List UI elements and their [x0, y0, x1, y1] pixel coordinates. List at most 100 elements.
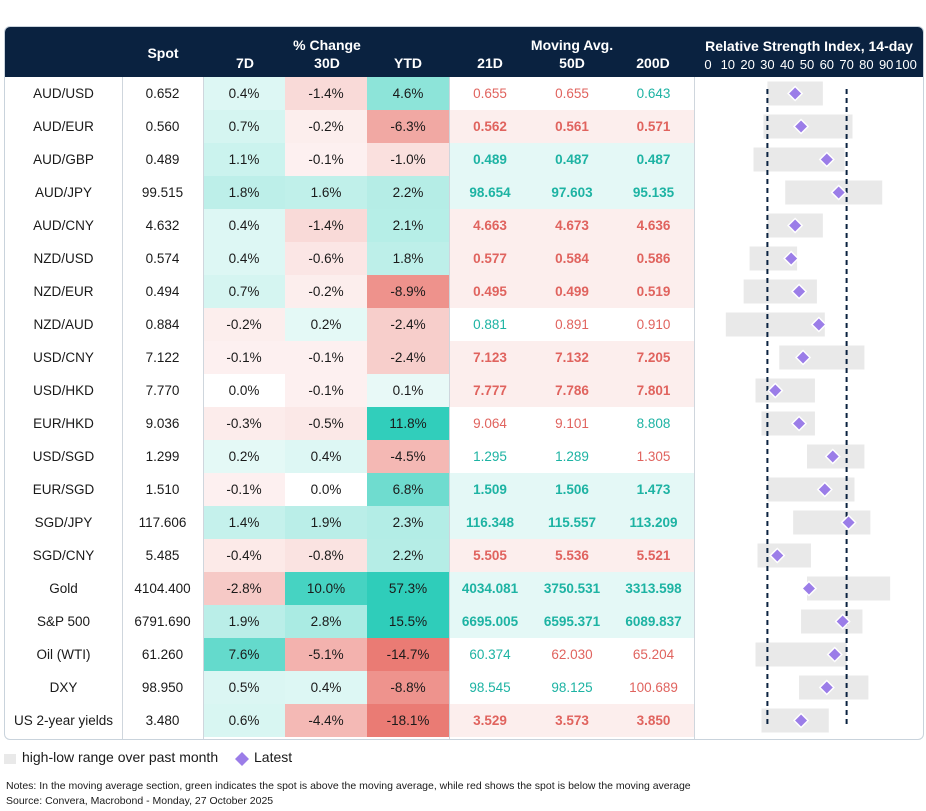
cell-spot: 1.510	[145, 482, 180, 497]
cell-d7: -0.3%	[203, 407, 285, 440]
cell-d30: -0.1%	[285, 374, 367, 407]
rsi-latest-marker	[794, 349, 812, 366]
cell-ma21: 3.529	[449, 704, 531, 737]
cell-d30: -1.4%	[285, 77, 367, 110]
rsi-tick-label: 60	[819, 57, 835, 72]
notes-text: Notes: In the moving average section, gr…	[6, 780, 691, 792]
cell-ytd: -8.9%	[367, 275, 449, 308]
cell-ma200: 6089.837	[613, 605, 694, 638]
cell-ma200: 0.519	[613, 275, 694, 308]
cell-d7: 0.6%	[203, 704, 285, 737]
row-label: DXY	[49, 680, 78, 695]
cell-d30: 0.0%	[310, 482, 342, 497]
cell-ma21: 4034.081	[449, 572, 531, 605]
cell-ma21: 1.295	[473, 449, 507, 464]
cell-spot: 5.485	[145, 548, 180, 563]
cell-ytd: -2.4%	[367, 308, 449, 341]
cell-ma200: 0.571	[613, 110, 694, 143]
cell-ma200: 0.487	[613, 143, 694, 176]
row-label: Oil (WTI)	[36, 647, 91, 662]
cell-ma200: 100.689	[629, 680, 678, 695]
cell-d30: 0.4%	[285, 671, 367, 704]
row-label: EUR/HKD	[33, 416, 94, 431]
header-200d: 200D	[636, 55, 670, 71]
rsi-tick-label: 40	[779, 57, 795, 72]
cell-d7: -2.8%	[203, 572, 285, 605]
cell-d30: -0.8%	[285, 539, 367, 572]
cell-d30: -0.1%	[285, 143, 367, 176]
cell-ma21: 4.663	[449, 209, 531, 242]
cell-d7: 1.1%	[203, 143, 285, 176]
cell-ma21: 0.495	[449, 275, 531, 308]
cell-d30: 1.6%	[285, 176, 367, 209]
cell-ytd: 6.8%	[367, 473, 449, 506]
table-row: Gold 4104.400 -2.8% 10.0% 57.3% 4034.081 3750.…	[5, 572, 923, 605]
legend-range-swatch	[4, 754, 16, 764]
header-spot: Spot	[147, 45, 179, 61]
cell-d7: 1.9%	[203, 605, 285, 638]
table-row: NZD/USD 0.574 0.4% -0.6% 1.8% 0.577 0.584 0.586	[5, 242, 923, 275]
cell-spot: 0.489	[145, 152, 180, 167]
legend-latest-diamond-icon	[235, 752, 249, 766]
cell-ma21: 0.562	[449, 110, 531, 143]
table-row: USD/CNY 7.122 -0.1% -0.1% -2.4% 7.123 7.132 7.2…	[5, 341, 923, 374]
header-30d: 30D	[314, 55, 340, 71]
cell-ma21: 0.655	[473, 86, 507, 101]
cell-ma50: 7.786	[531, 374, 613, 407]
header-pct-change: % Change	[293, 37, 361, 53]
row-label: EUR/SGD	[32, 482, 95, 497]
cell-ma21: 98.654	[449, 176, 531, 209]
cell-ytd: 4.6%	[367, 77, 449, 110]
cell-ma50: 1.289	[555, 449, 589, 464]
rsi-latest-marker	[834, 613, 851, 630]
cell-spot: 7.122	[145, 350, 180, 365]
cell-d7: 1.8%	[203, 176, 285, 209]
rsi-latest-marker	[783, 250, 800, 267]
cell-spot: 0.574	[145, 251, 180, 266]
table-row: DXY 98.950 0.5% 0.4% -8.8% 98.545 98.125 100.68…	[5, 671, 923, 704]
cell-ytd: -8.8%	[367, 671, 449, 704]
cell-ytd: 2.1%	[367, 209, 449, 242]
rsi-latest-marker	[840, 514, 857, 531]
row-label: AUD/CNY	[33, 218, 94, 233]
table-row: S&P 500 6791.690 1.9% 2.8% 15.5% 6695.005 6595…	[5, 605, 923, 638]
cell-d30: -1.4%	[285, 209, 367, 242]
table-row: Oil (WTI) 61.260 7.6% -5.1% -14.7% 60.374 62.0…	[5, 638, 923, 671]
row-label: SGD/JPY	[34, 515, 93, 530]
cell-d7: 0.7%	[203, 110, 285, 143]
rsi-range-bar	[725, 312, 825, 337]
row-label: Gold	[49, 581, 78, 596]
cell-d30: -0.2%	[285, 110, 367, 143]
cell-ma50: 0.584	[531, 242, 613, 275]
header-rsi-title: Relative Strength Index, 14-day	[705, 38, 913, 54]
cell-ma50: 115.557	[531, 506, 613, 539]
cell-ma21: 60.374	[469, 647, 511, 662]
cell-d7: 0.4%	[203, 77, 285, 110]
cell-ma200: 0.586	[613, 242, 694, 275]
rsi-range-bar	[807, 576, 891, 601]
cell-ma21: 7.123	[449, 341, 531, 374]
cell-d7: 0.4%	[203, 209, 285, 242]
cell-ytd: -4.5%	[367, 440, 449, 473]
divider	[122, 77, 123, 739]
cell-ma21: 116.348	[449, 506, 531, 539]
table-row: AUD/EUR 0.560 0.7% -0.2% -6.3% 0.562 0.561 0.57…	[5, 110, 923, 143]
rsi-range-bar	[767, 477, 855, 502]
rsi-range-bar	[779, 345, 865, 370]
rsi-latest-marker	[800, 580, 818, 597]
row-label: NZD/EUR	[33, 284, 94, 299]
cell-ma21: 6695.005	[449, 605, 531, 638]
header-50d: 50D	[559, 55, 585, 71]
cell-ma200: 7.801	[613, 374, 694, 407]
cell-ma21: 1.509	[449, 473, 531, 506]
row-label: USD/HKD	[33, 383, 94, 398]
divider	[694, 77, 695, 739]
source-text: Source: Convera, Macrobond - Monday, 27 …	[6, 795, 274, 807]
rsi-latest-marker	[792, 712, 810, 729]
rsi-tick-label: 70	[839, 57, 854, 72]
cell-d30: -0.5%	[285, 407, 367, 440]
row-label: SGD/CNY	[32, 548, 95, 563]
cell-ma50: 98.125	[551, 680, 593, 695]
table-row: EUR/HKD 9.036 -0.3% -0.5% 11.8% 9.064 9.101 8.8…	[5, 407, 923, 440]
cell-ma50: 0.487	[531, 143, 613, 176]
